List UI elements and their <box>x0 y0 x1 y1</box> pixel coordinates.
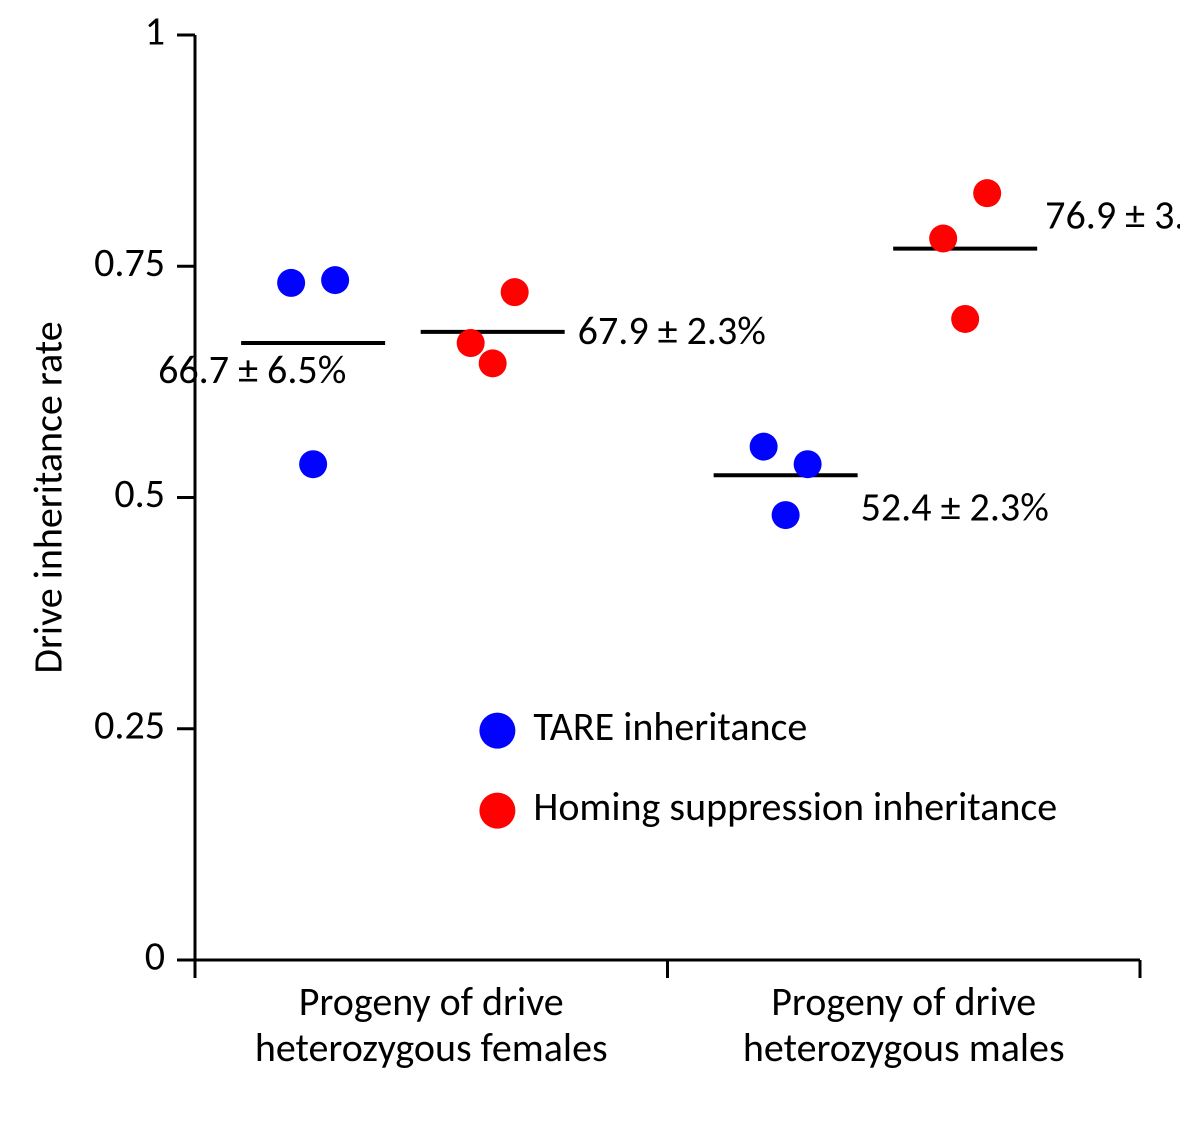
scatter-chart: 0 0.25 0.5 0.75 1 Drive inheritance rate Proge… <box>0 0 1180 1122</box>
legend-marker <box>479 793 515 829</box>
data-point <box>457 329 485 357</box>
data-point <box>479 349 507 377</box>
data-point <box>951 305 979 333</box>
group-annotation: 67.9 ± 2.3% <box>578 306 766 355</box>
data-point <box>794 450 822 478</box>
y-axis-label: Drive inheritance rate <box>24 321 73 673</box>
data-point <box>299 450 327 478</box>
data-point <box>772 501 800 529</box>
data-point <box>973 179 1001 207</box>
group-annotation: 52.4 ± 2.3% <box>861 482 1049 531</box>
group-annotation: 66.7 ± 6.5% <box>158 345 346 394</box>
y-tick-label: 0.75 <box>94 238 165 287</box>
legend-label: Homing suppression inheritance <box>533 782 1057 831</box>
y-tick-label: 0.25 <box>94 700 165 749</box>
x-category-label: Progeny of driveheterozygous females <box>255 977 608 1072</box>
group-annotation: 76.9 ± 3.9% <box>1045 191 1180 240</box>
data-point <box>501 278 529 306</box>
legend-label: TARE inheritance <box>533 702 807 751</box>
data-point <box>750 433 778 461</box>
data-point <box>277 269 305 297</box>
y-tick-label: 1 <box>145 7 165 56</box>
y-tick-label: 0 <box>145 932 165 981</box>
chart-svg: 0 0.25 0.5 0.75 1 Drive inheritance rate Proge… <box>0 0 1180 1122</box>
x-category-label: Progeny of driveheterozygous males <box>743 977 1065 1072</box>
data-point <box>929 225 957 253</box>
legend-marker <box>479 713 515 749</box>
y-tick-label: 0.5 <box>114 469 165 518</box>
data-point <box>321 266 349 294</box>
